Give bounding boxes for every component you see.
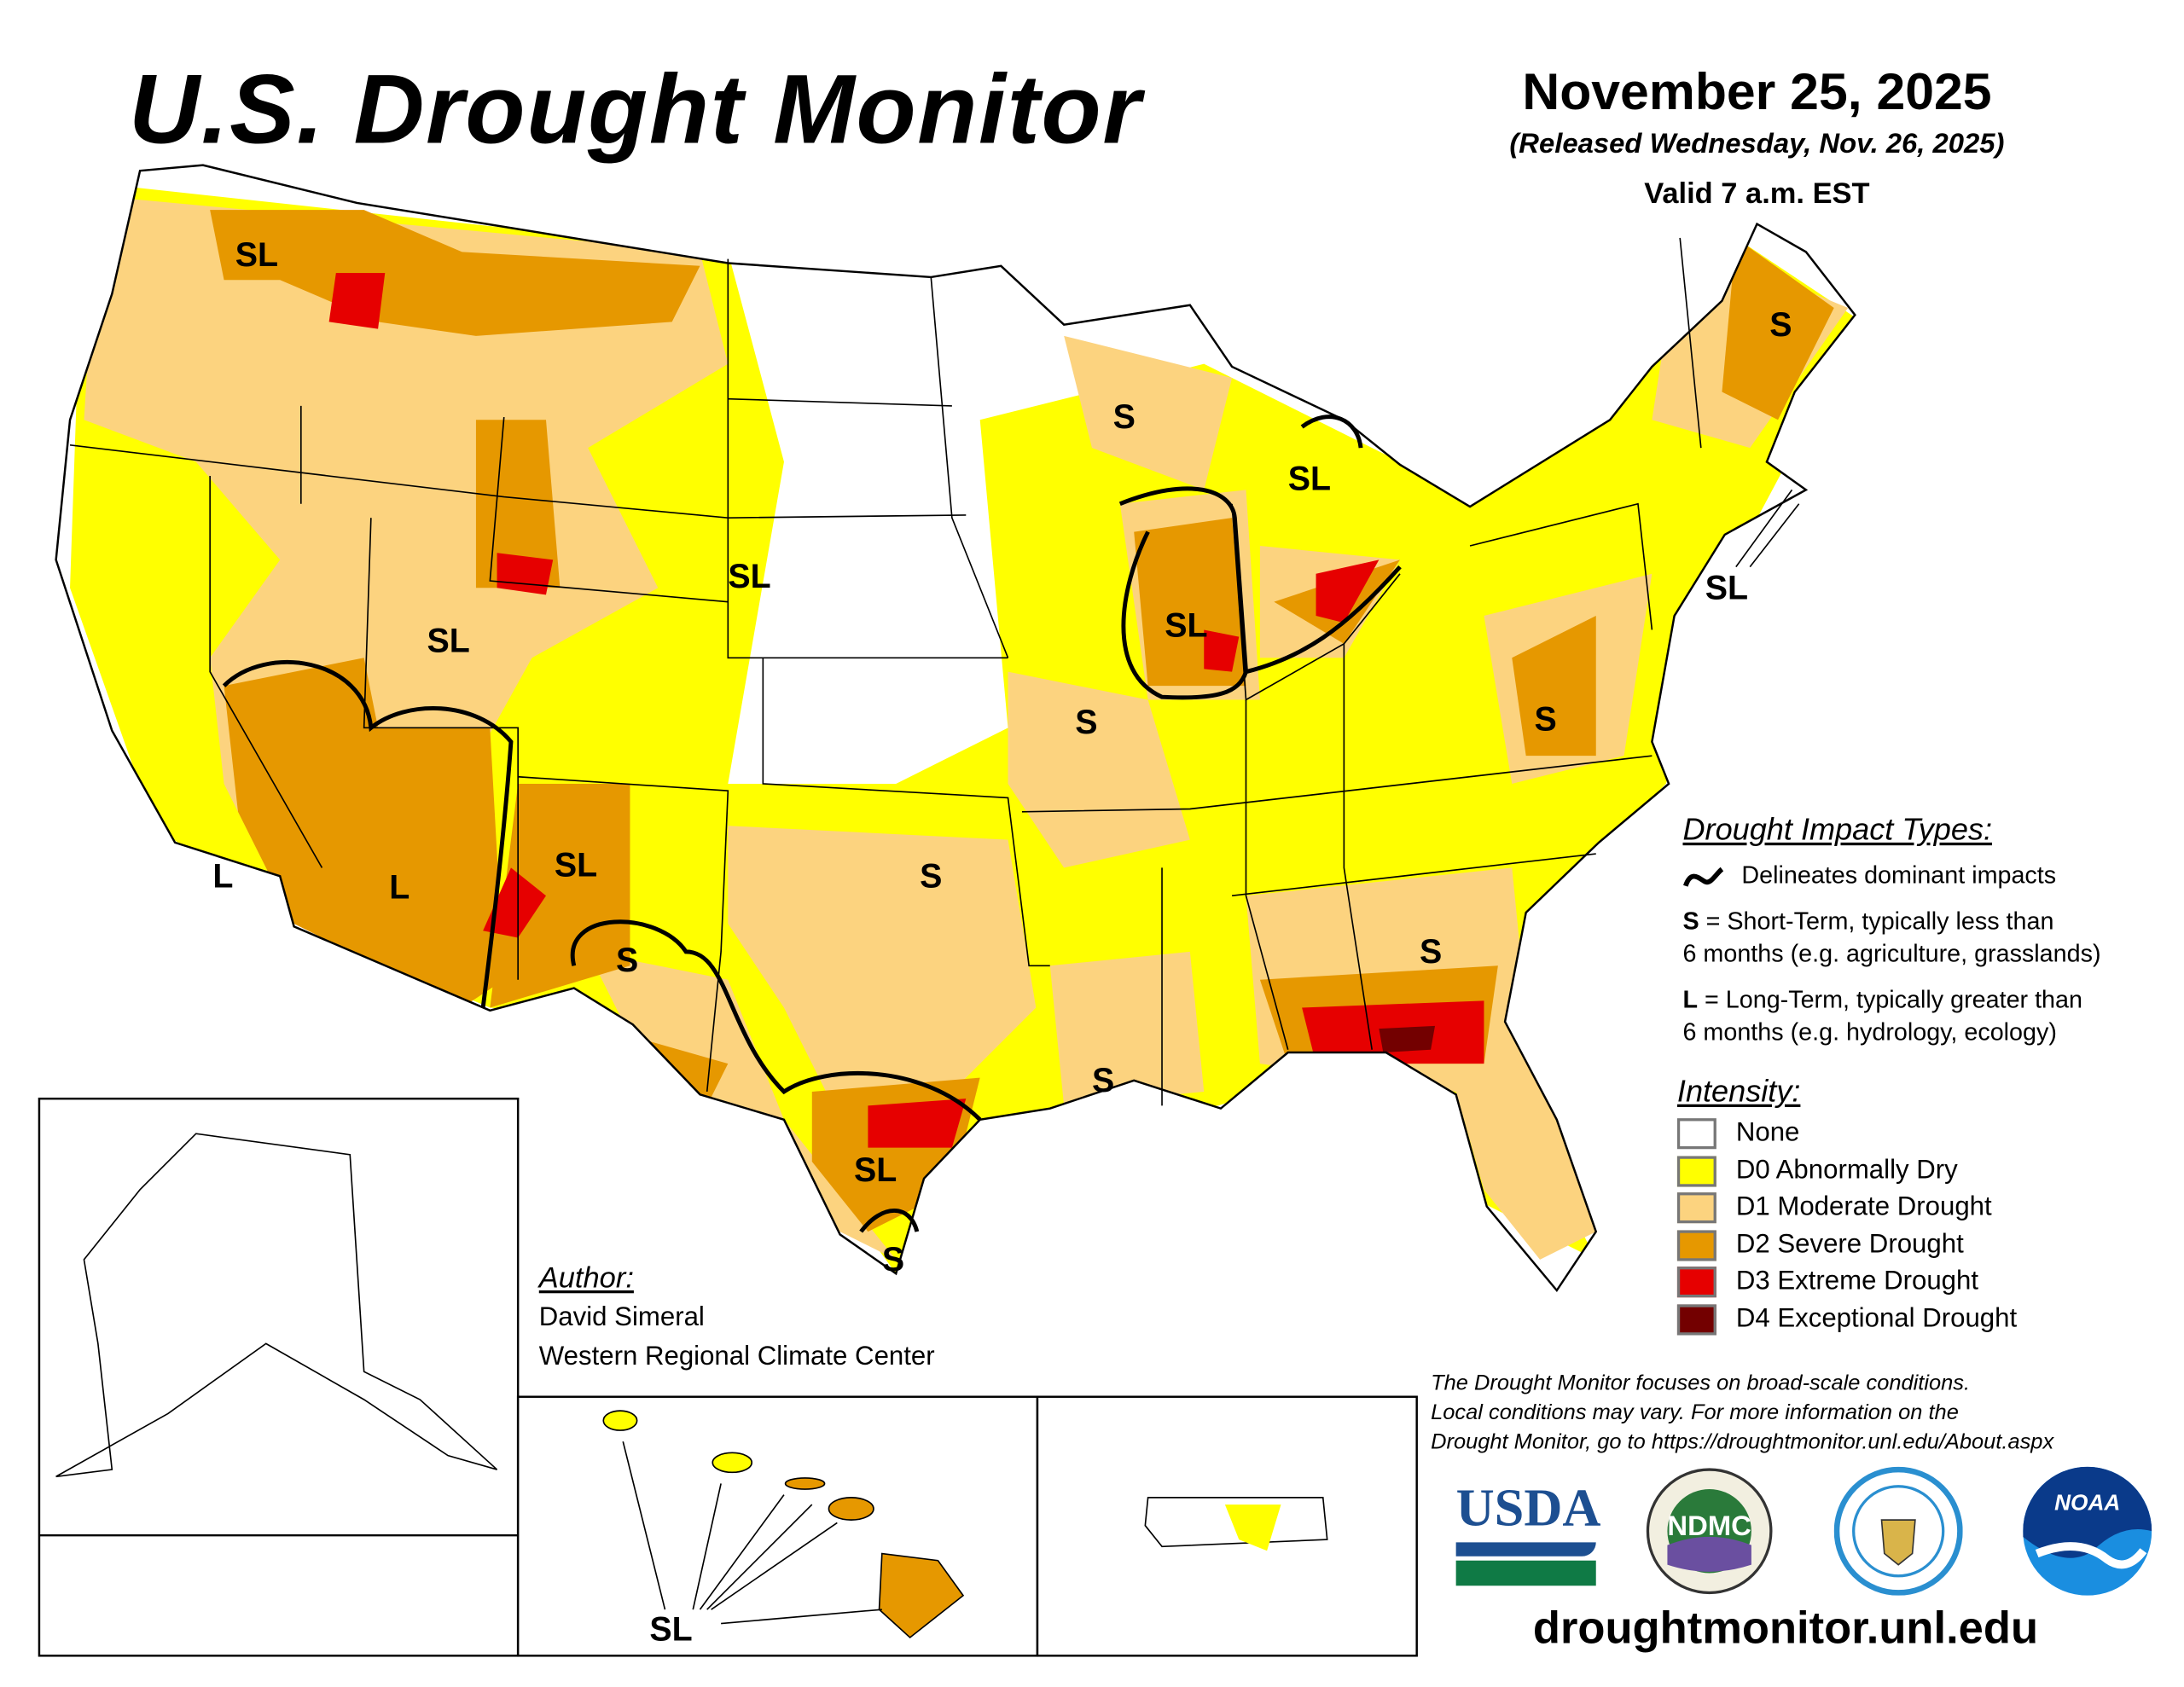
website-link[interactable]: droughtmonitor.unl.edu bbox=[1532, 1602, 2039, 1654]
label-ut: SL bbox=[427, 623, 470, 660]
impact-labels: SL SL L L SL SL S SL SL S S S SL S S S S… bbox=[212, 236, 1800, 1278]
disclaimer-line: The Drought Monitor focuses on broad-sca… bbox=[1431, 1371, 1971, 1396]
usda-text: USDA bbox=[1455, 1479, 1601, 1539]
intensity-label: D4 Exceptional Drought bbox=[1735, 1304, 2018, 1334]
intensity-swatch bbox=[1676, 1192, 1716, 1224]
intensity-item: D1 Moderate Drought bbox=[1676, 1190, 2173, 1226]
label-il: SL bbox=[1165, 607, 1207, 645]
intensity-label: None bbox=[1735, 1118, 1800, 1149]
long-term-text2: 6 months (e.g. hydrology, ecology) bbox=[1682, 1017, 2057, 1046]
alaska-inset bbox=[38, 1097, 520, 1657]
disclaimer: The Drought Monitor focuses on broad-sca… bbox=[1431, 1369, 2053, 1457]
author-heading: Author: bbox=[538, 1262, 634, 1295]
label-az: L bbox=[389, 869, 410, 907]
intensity-swatch bbox=[1676, 1118, 1716, 1150]
map-date: November 25, 2025 bbox=[1522, 62, 1992, 121]
label-ca: L bbox=[212, 857, 233, 895]
label-ga: S bbox=[1420, 933, 1442, 971]
ndmc-text: NDMC bbox=[1667, 1511, 1751, 1543]
label-wa: SL bbox=[235, 236, 278, 274]
intensity-label: D2 Severe Drought bbox=[1735, 1230, 1964, 1260]
long-term-key: L bbox=[1682, 985, 1699, 1014]
label-tx-south: S bbox=[882, 1241, 904, 1278]
intensity-item: D4 Exceptional Drought bbox=[1676, 1301, 2173, 1337]
puerto-rico-inset bbox=[1036, 1395, 1418, 1657]
impact-boundaries bbox=[222, 415, 1402, 1233]
disclaimer-line[interactable]: Drought Monitor, go to https://droughtmo… bbox=[1431, 1430, 2054, 1454]
long-term-text: = Long-Term, typically greater than bbox=[1698, 985, 2082, 1014]
author-block: Author: David Simeral Western Regional C… bbox=[539, 1260, 935, 1377]
label-hawaii: SL bbox=[649, 1610, 692, 1648]
short-term-key: S bbox=[1682, 907, 1699, 936]
label-tx-west: S bbox=[616, 942, 638, 979]
label-tx: SL bbox=[854, 1151, 897, 1189]
intensity-label: D0 Abnormally Dry bbox=[1735, 1156, 1958, 1186]
intensity-legend: None D0 Abnormally Dry D1 Moderate Drought… bbox=[1676, 1116, 2173, 1338]
state-borders bbox=[69, 237, 1702, 1106]
usda-logo: USDA bbox=[1455, 1467, 1601, 1596]
noaa-text: NOAA bbox=[2054, 1492, 2121, 1516]
intensity-heading: Intensity: bbox=[1676, 1073, 1801, 1109]
intensity-label: D3 Extreme Drought bbox=[1735, 1267, 1979, 1296]
label-nm: SL bbox=[555, 846, 597, 884]
intensity-item: None bbox=[1676, 1116, 2173, 1152]
label-ok: S bbox=[920, 857, 942, 895]
label-ne: SL bbox=[728, 558, 770, 595]
noaa-logo: NOAA bbox=[2023, 1466, 2152, 1596]
impact-types-heading: Drought Impact Types: bbox=[1682, 811, 1992, 847]
label-va: S bbox=[1535, 701, 1557, 739]
short-term-text: = Short-Term, typically less than bbox=[1699, 907, 2054, 936]
legend: Drought Impact Types: Delineates dominan… bbox=[1676, 811, 2172, 1338]
label-me: S bbox=[1769, 306, 1792, 344]
page-title: U.S. Drought Monitor bbox=[128, 54, 1142, 164]
delineation-line-icon bbox=[1683, 866, 1724, 887]
d4-area bbox=[1379, 1025, 1436, 1053]
label-mo: S bbox=[1075, 704, 1097, 741]
disclaimer-line: Local conditions may vary. For more info… bbox=[1431, 1400, 1959, 1425]
label-la: S bbox=[1092, 1062, 1114, 1099]
intensity-label: D1 Moderate Drought bbox=[1735, 1192, 1992, 1223]
author-org: Western Regional Climate Center bbox=[538, 1342, 935, 1372]
commerce-logo bbox=[1833, 1466, 1963, 1596]
ndmc-logo: NDMC bbox=[1645, 1467, 1774, 1596]
intensity-swatch bbox=[1676, 1267, 1716, 1298]
valid-time: Valid 7 a.m. EST bbox=[1644, 177, 1870, 211]
d2-areas bbox=[210, 210, 1834, 1232]
label-new-england: SL bbox=[1705, 569, 1748, 606]
delineates-label: Delineates dominant impacts bbox=[1741, 861, 2057, 890]
label-mi: SL bbox=[1288, 460, 1331, 497]
intensity-item: D2 Severe Drought bbox=[1676, 1226, 2173, 1263]
short-term-text2: 6 months (e.g. agriculture, grasslands) bbox=[1682, 939, 2101, 967]
intensity-swatch bbox=[1676, 1304, 1716, 1336]
intensity-swatch bbox=[1676, 1156, 1716, 1187]
author-name: David Simeral bbox=[538, 1302, 705, 1333]
intensity-item: D0 Abnormally Dry bbox=[1676, 1152, 2173, 1189]
intensity-swatch bbox=[1676, 1230, 1716, 1261]
hawaii-inset: SL bbox=[516, 1395, 1039, 1657]
label-wi: S bbox=[1113, 398, 1136, 436]
intensity-item: D3 Extreme Drought bbox=[1676, 1264, 2173, 1301]
release-date: (Released Wednesday, Nov. 26, 2025) bbox=[1509, 128, 2005, 160]
